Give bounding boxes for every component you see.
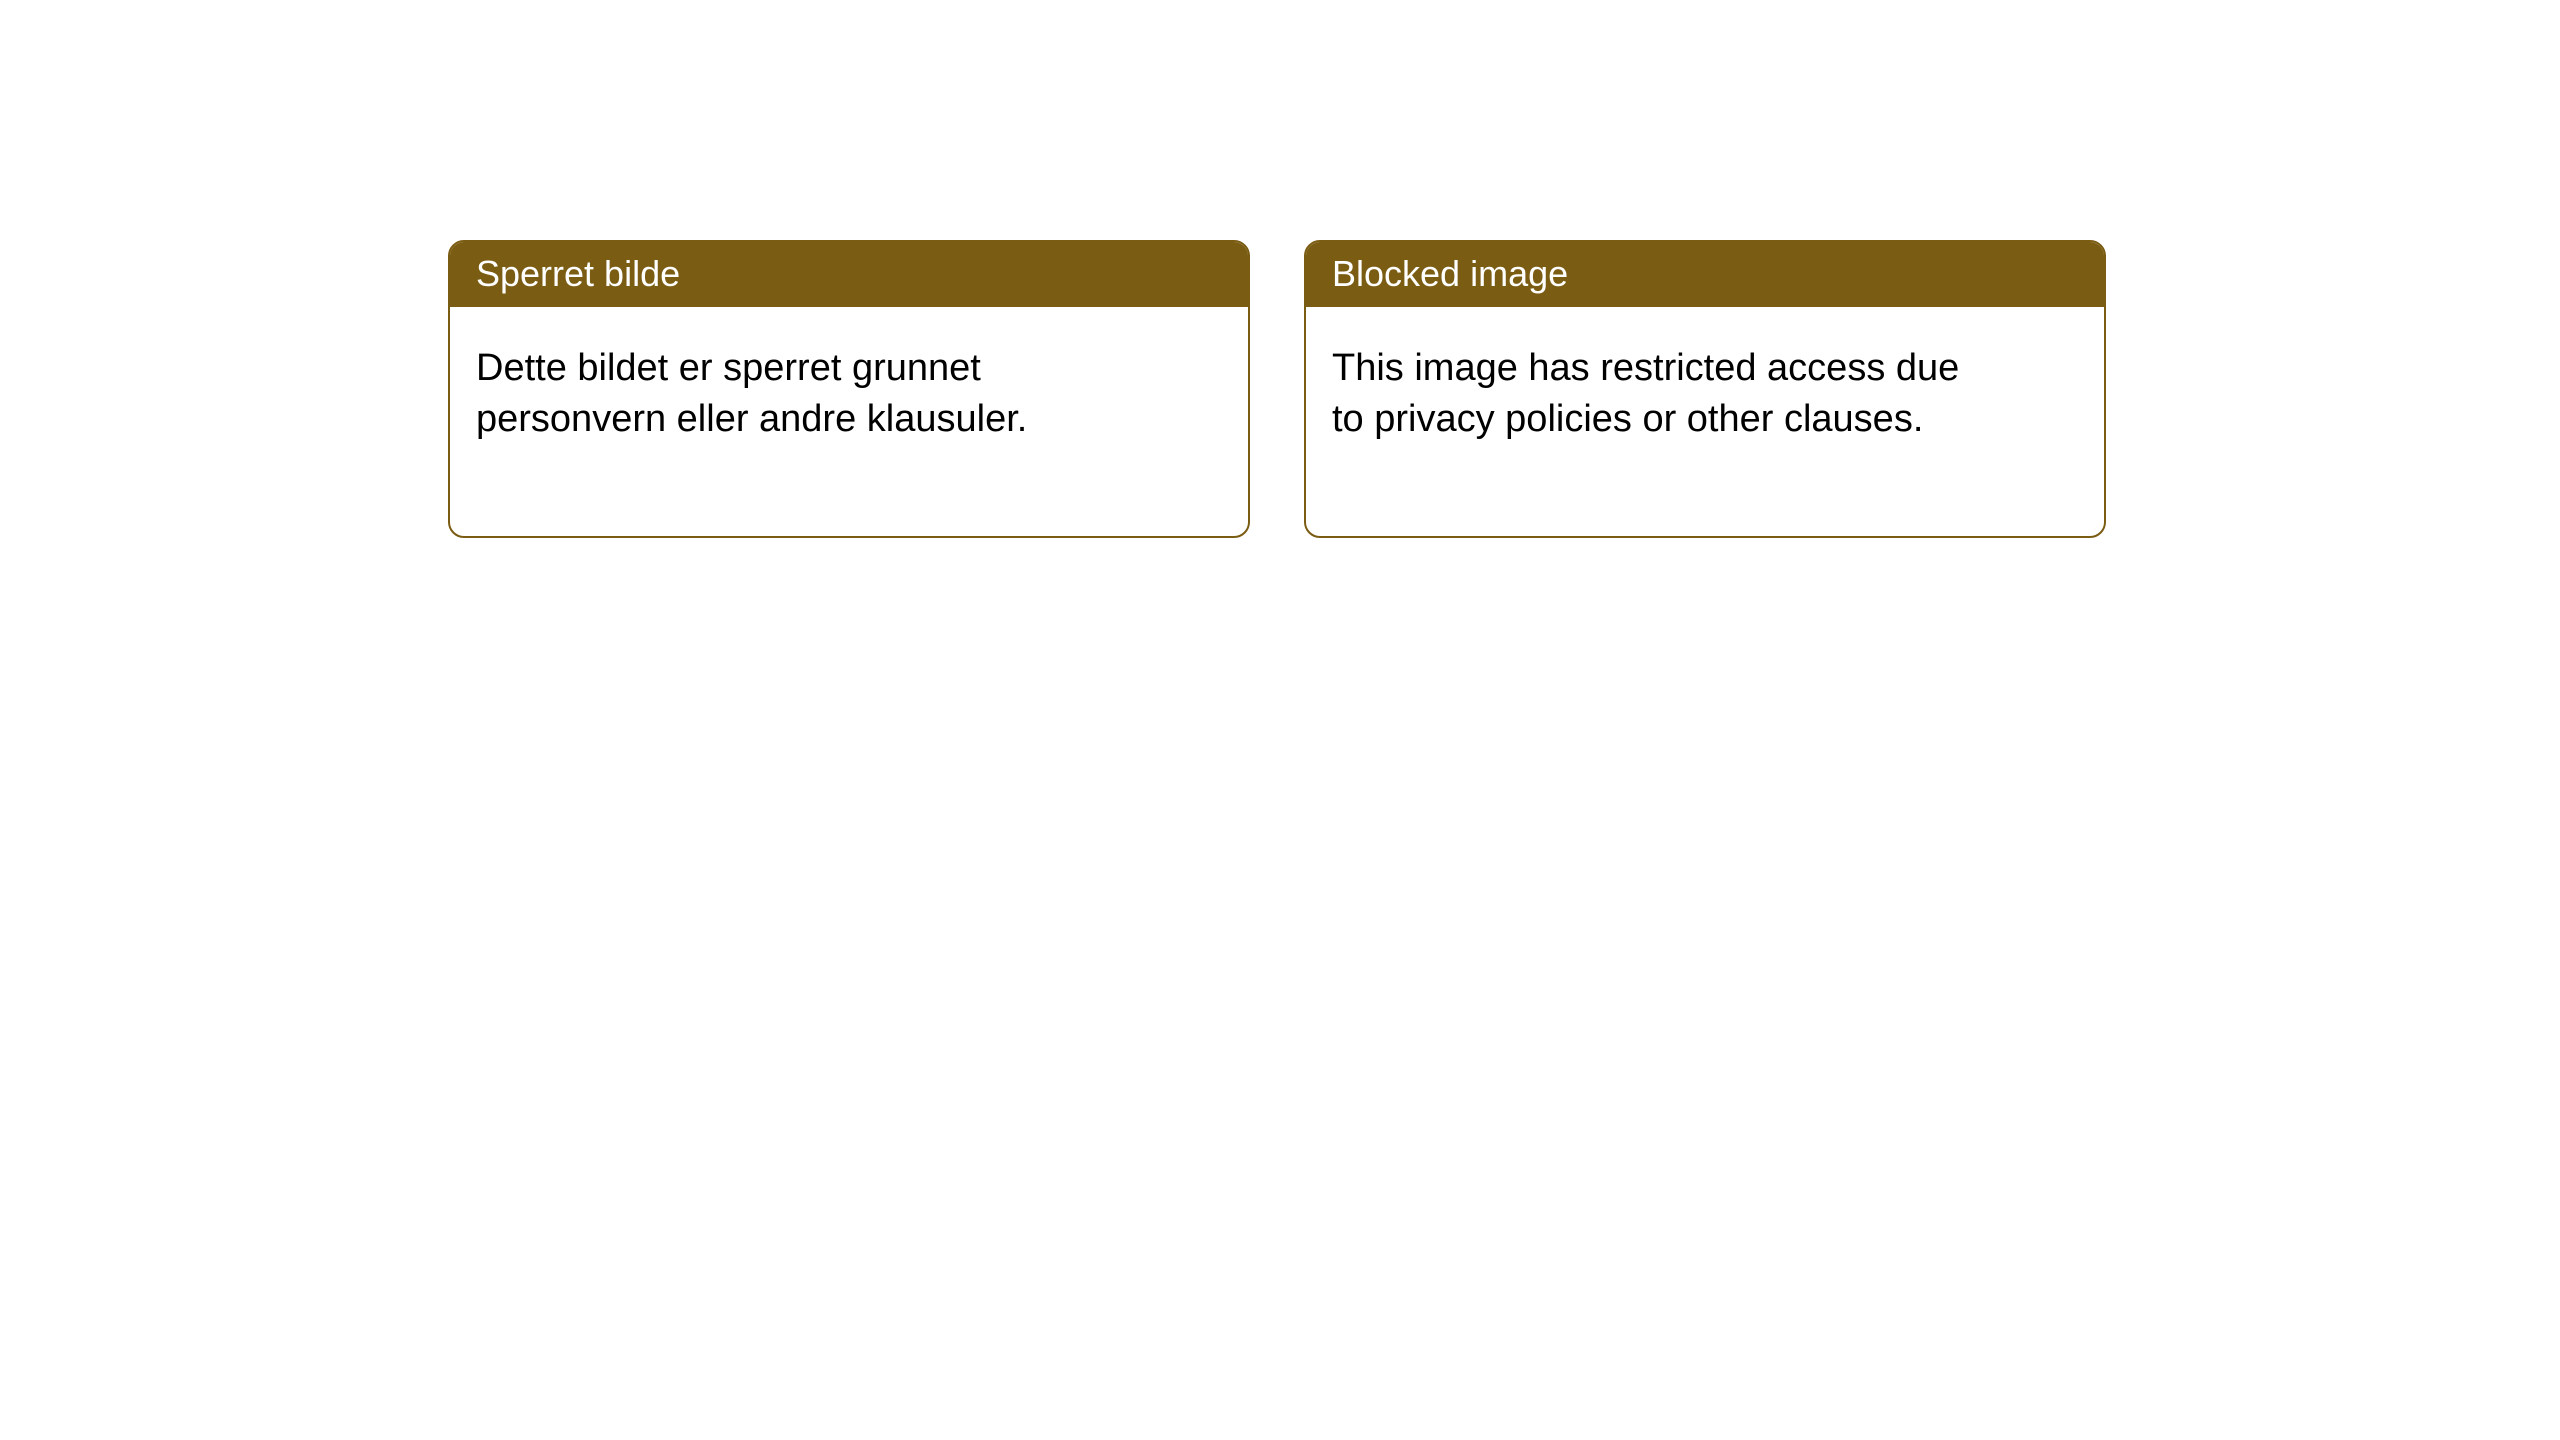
notice-box-english: Blocked image This image has restricted … xyxy=(1304,240,2106,538)
notice-body: Dette bildet er sperret grunnet personve… xyxy=(450,307,1130,536)
notice-body: This image has restricted access due to … xyxy=(1306,307,1986,536)
notice-header: Blocked image xyxy=(1306,242,2104,307)
notice-header: Sperret bilde xyxy=(450,242,1248,307)
notice-box-norwegian: Sperret bilde Dette bildet er sperret gr… xyxy=(448,240,1250,538)
notices-container: Sperret bilde Dette bildet er sperret gr… xyxy=(0,0,2560,538)
